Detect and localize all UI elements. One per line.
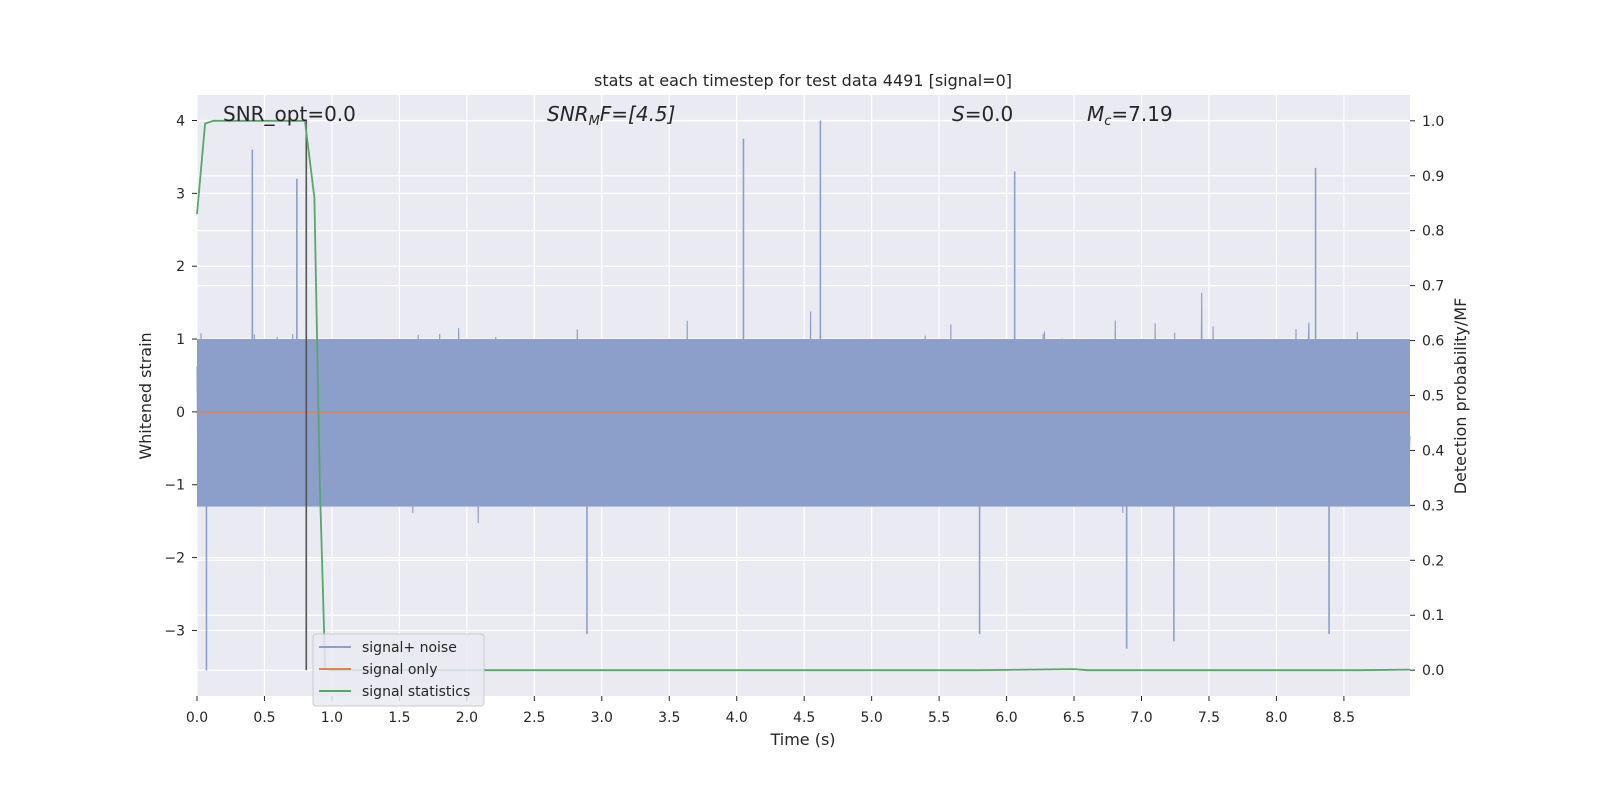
s-italic: S [952, 102, 965, 126]
mc-rest: =7.19 [1111, 102, 1172, 126]
y-axis-left-ticks: −3 −2 −1 0 1 2 3 4 [164, 113, 197, 639]
x-tick-label-7: 3.5 [658, 710, 680, 726]
series-signal-noise [196, 120, 1411, 671]
chart-title: stats at each timestep for test data 449… [594, 71, 1012, 90]
mc-base: M [1087, 102, 1104, 126]
x-tick-label-11: 5.5 [928, 710, 950, 726]
legend: signal+ noise signal only signal statist… [312, 633, 485, 707]
y-axis-right-label: Detection probability/MF [1451, 298, 1470, 495]
annotation-snr-mf: SNRMF=[4.5] [547, 102, 675, 129]
snr-mf-rest: F=[4.5] [600, 102, 676, 126]
x-tick-label-13: 6.5 [1063, 710, 1085, 726]
x-axis-label: Time (s) [769, 730, 835, 749]
y-right-tick-label-4: 0.4 [1422, 443, 1444, 459]
mc-sub: c [1104, 114, 1111, 129]
y-left-tick-label-4: 1 [176, 332, 185, 348]
y-left-tick-label-2: −1 [164, 478, 185, 494]
y-left-tick-label-1: −2 [164, 551, 185, 567]
x-tick-label-0: 0.0 [186, 710, 208, 726]
noise-trace [196, 292, 1411, 524]
x-tick-label-5: 2.5 [523, 710, 545, 726]
x-tick-label-14: 7.0 [1130, 710, 1152, 726]
y-right-tick-label-8: 0.8 [1422, 224, 1444, 240]
x-tick-label-3: 1.5 [388, 710, 410, 726]
x-tick-label-9: 4.5 [793, 710, 815, 726]
y-right-tick-label-3: 0.3 [1422, 498, 1444, 514]
x-tick-label-4: 2.0 [456, 710, 478, 726]
statistics-line [196, 119, 1411, 672]
s-rest: =0.0 [965, 102, 1014, 126]
x-tick-label-17: 8.5 [1333, 710, 1355, 726]
annotation-snr-opt: SNR_opt=0.0 [223, 102, 356, 126]
series-signal-statistics [196, 119, 1411, 672]
y-right-tick-label-2: 0.2 [1422, 553, 1444, 569]
legend-label-signal-only: signal only [362, 662, 437, 678]
y-right-tick-label-10: 1.0 [1422, 114, 1444, 130]
y-right-tick-label-1: 0.1 [1422, 608, 1444, 624]
snr-mf-base: SNR [547, 102, 589, 126]
x-tick-label-16: 8.0 [1265, 710, 1287, 726]
snr-mf-sub: M [589, 114, 600, 129]
y-left-tick-label-7: 4 [176, 113, 185, 129]
annotation-mc: Mc=7.19 [1087, 102, 1173, 129]
y-right-tick-label-0: 0.0 [1422, 663, 1444, 679]
y-right-tick-label-6: 0.6 [1422, 334, 1444, 350]
y-left-tick-label-3: 0 [176, 405, 185, 421]
x-axis-ticks: 0.0 0.5 1.0 1.5 2.0 2.5 3.0 3.5 4.0 4.5 5.0 5.5 6.0 6… [186, 696, 1355, 726]
y-left-tick-label-6: 3 [176, 186, 185, 202]
legend-box [312, 633, 485, 707]
y-axis-left-label: Whitened strain [136, 332, 155, 459]
x-tick-label-1: 0.5 [253, 710, 275, 726]
x-tick-label-2: 1.0 [321, 710, 343, 726]
y-axis-right-ticks: 0.0 0.1 0.2 0.3 0.4 0.5 0.6 0.7 0.8 0.9 1.0 [1410, 114, 1444, 679]
legend-label-statistics: signal statistics [362, 684, 470, 700]
y-right-tick-label-5: 0.5 [1422, 389, 1444, 405]
x-tick-label-10: 5.0 [861, 710, 883, 726]
x-tick-label-8: 4.0 [726, 710, 748, 726]
y-left-tick-label-0: −3 [164, 623, 185, 639]
x-tick-label-12: 6.0 [995, 710, 1017, 726]
annotation-s: S=0.0 [952, 102, 1013, 126]
y-right-tick-label-9: 0.9 [1422, 169, 1444, 185]
y-right-tick-label-7: 0.7 [1422, 279, 1444, 295]
y-left-tick-label-5: 2 [176, 259, 185, 275]
x-tick-label-6: 3.0 [591, 710, 613, 726]
legend-label-noise: signal+ noise [362, 640, 457, 656]
x-tick-label-15: 7.5 [1198, 710, 1220, 726]
